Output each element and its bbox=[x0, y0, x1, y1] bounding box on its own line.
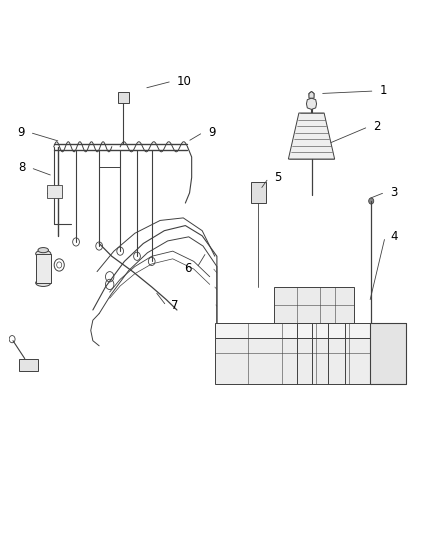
Polygon shape bbox=[47, 185, 62, 198]
Text: 10: 10 bbox=[177, 75, 192, 88]
Polygon shape bbox=[371, 323, 406, 384]
Ellipse shape bbox=[35, 250, 51, 257]
Text: 4: 4 bbox=[390, 230, 398, 244]
Polygon shape bbox=[118, 92, 129, 103]
Text: 3: 3 bbox=[390, 186, 398, 199]
Circle shape bbox=[255, 188, 261, 196]
Text: 9: 9 bbox=[17, 126, 25, 139]
Text: 2: 2 bbox=[373, 120, 381, 133]
Polygon shape bbox=[274, 287, 353, 323]
Text: 7: 7 bbox=[172, 300, 179, 312]
Circle shape bbox=[369, 198, 374, 204]
Ellipse shape bbox=[38, 247, 49, 253]
Text: 5: 5 bbox=[274, 172, 281, 184]
Polygon shape bbox=[251, 182, 266, 203]
Text: 9: 9 bbox=[208, 126, 215, 139]
Polygon shape bbox=[307, 98, 317, 109]
Text: 6: 6 bbox=[184, 262, 192, 274]
Polygon shape bbox=[19, 359, 38, 372]
Text: 8: 8 bbox=[18, 161, 25, 174]
Polygon shape bbox=[215, 323, 406, 338]
Polygon shape bbox=[288, 113, 335, 159]
Polygon shape bbox=[309, 92, 314, 98]
Polygon shape bbox=[215, 338, 406, 384]
Polygon shape bbox=[35, 254, 51, 283]
Ellipse shape bbox=[35, 279, 51, 286]
Text: 1: 1 bbox=[380, 85, 387, 98]
